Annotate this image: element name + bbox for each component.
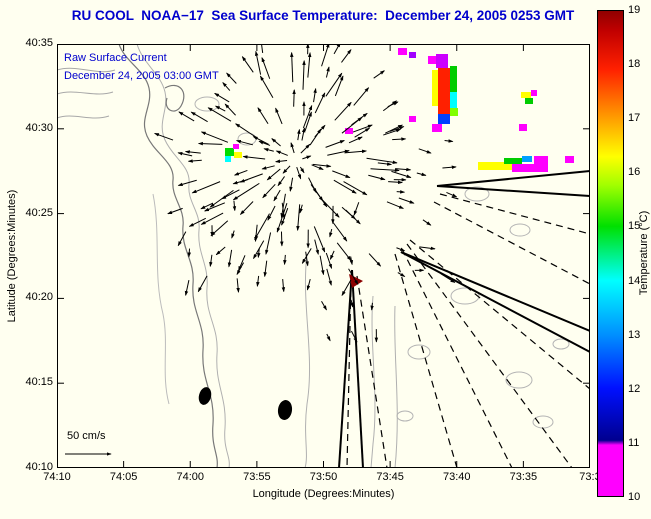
colorbar-tick-label: 10 xyxy=(628,491,641,503)
y-tick-label: 40:10 xyxy=(25,461,53,473)
colorbar-tick-label: 17 xyxy=(628,112,641,125)
colorbar-tick-label: 16 xyxy=(628,166,641,179)
x-tick-label: 73:35 xyxy=(509,471,538,483)
x-tick-label: 73:40 xyxy=(442,471,471,483)
y-axis-label: Latitude (Degrees:Minutes) xyxy=(6,189,18,323)
y-tick-label: 40:35 xyxy=(25,37,53,49)
colorbar-tick-label: 19 xyxy=(628,4,641,16)
x-tick-label: 73:45 xyxy=(376,471,404,483)
annotation-surface-current: Raw Surface Current xyxy=(64,52,167,64)
colorbar-tick-label: 15 xyxy=(628,220,641,233)
colorbar-tick-label: 14 xyxy=(628,274,641,287)
x-tick-label: 74:05 xyxy=(109,471,138,483)
colorbar-tick-label: 13 xyxy=(628,328,641,341)
colorbar-tick-label: 12 xyxy=(628,382,641,395)
x-tick-label: 74:00 xyxy=(176,471,205,483)
colorbar-label: Temperature (°C) xyxy=(638,210,650,296)
x-tick-label: 74:10 xyxy=(43,471,71,483)
y-tick-label: 40:30 xyxy=(25,121,53,134)
annotation-datetime: December 24, 2005 03:00 GMT xyxy=(64,70,219,82)
plot-area: Raw Surface Current December 24, 2005 03… xyxy=(57,44,590,468)
y-tick-label: 40:15 xyxy=(25,376,53,389)
x-tick-label: 73:55 xyxy=(243,471,271,483)
colorbar-tick-label: 18 xyxy=(628,58,641,71)
y-tick-label: 40:20 xyxy=(25,291,53,304)
x-tick-label: 73:50 xyxy=(309,471,338,483)
colorbar xyxy=(597,10,624,497)
x-tick-label: 73:3 xyxy=(579,471,601,483)
colorbar-tick-label: 11 xyxy=(628,436,640,449)
plot-canvas xyxy=(57,44,590,468)
x-axis-label: Longitude (Degrees:Minutes) xyxy=(252,488,395,500)
figure-title: RU COOL NOAA−17 Sea Surface Temperature:… xyxy=(71,8,575,23)
y-tick-label: 40:25 xyxy=(25,206,53,219)
scale-arrow-label: 50 cm/s xyxy=(67,430,106,442)
